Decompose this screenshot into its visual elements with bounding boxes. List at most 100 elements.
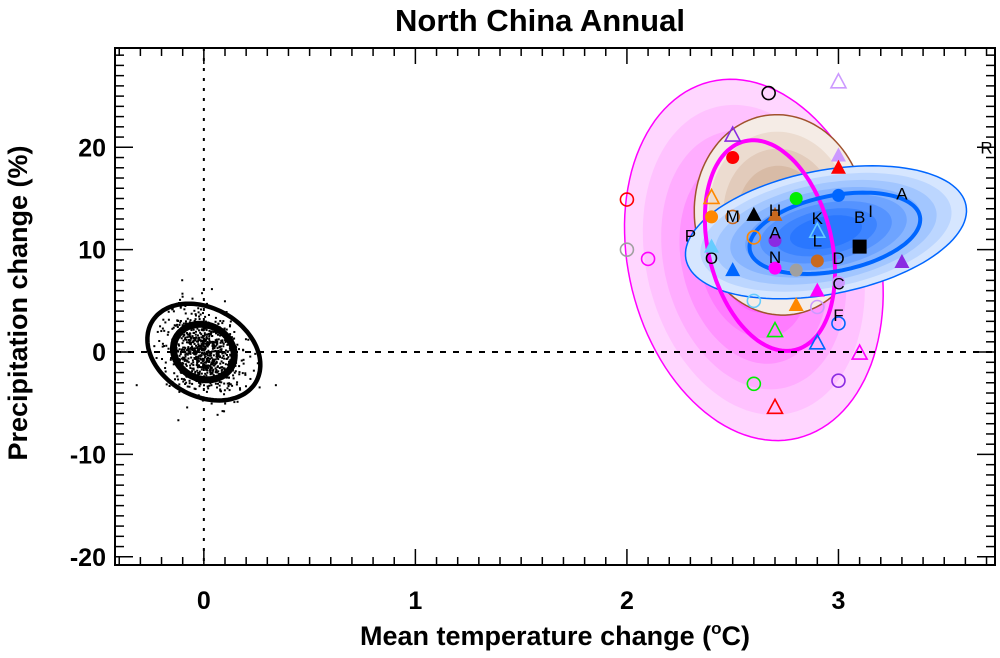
control-scatter-point <box>193 352 196 355</box>
control-scatter-point <box>242 358 245 361</box>
control-scatter-point <box>180 357 183 360</box>
control-scatter-point <box>256 362 259 365</box>
model-marker-circle <box>810 254 824 268</box>
control-scatter-point <box>242 362 245 365</box>
control-scatter-point <box>190 362 193 365</box>
control-scatter-point <box>208 333 211 336</box>
control-scatter-point <box>212 345 215 348</box>
control-scatter-point <box>200 366 203 369</box>
control-scatter-point <box>198 366 201 369</box>
control-scatter-point <box>190 345 193 348</box>
control-scatter-point <box>207 351 210 354</box>
control-scatter-point <box>158 339 161 342</box>
x-axis-label-degree: o <box>711 619 721 638</box>
control-scatter-point <box>213 360 216 363</box>
control-scatter-point <box>209 368 212 371</box>
control-scatter-point <box>212 340 215 343</box>
control-scatter-point <box>198 373 201 376</box>
control-scatter-point <box>233 337 236 340</box>
control-scatter-point <box>204 347 207 350</box>
model-letter-label: K <box>812 209 824 228</box>
control-scatter-point <box>199 331 202 334</box>
model-letter-label: I <box>868 202 873 221</box>
control-scatter-point <box>155 357 158 360</box>
control-scatter-point <box>184 353 187 356</box>
y-tick-label: 20 <box>78 134 106 162</box>
control-scatter-point <box>177 419 180 422</box>
model-marker-triangle <box>894 253 910 268</box>
model-letter-label: C <box>832 274 844 293</box>
blue-inner-contour <box>747 190 923 277</box>
control-scatter-point <box>167 331 170 334</box>
control-scatter-point <box>201 357 204 360</box>
chart-title: North China Annual <box>395 3 685 38</box>
control-scatter-point <box>205 328 208 331</box>
model-marker-circle <box>640 251 656 267</box>
control-scatter-point <box>238 387 241 390</box>
control-scatter-point <box>184 338 187 341</box>
control-scatter-point <box>210 330 213 333</box>
control-scatter-point <box>174 378 177 381</box>
control-scatter-point <box>206 366 209 369</box>
control-scatter-point <box>164 367 167 370</box>
model-letter-label: O <box>705 249 718 268</box>
control-scatter-point <box>193 343 196 346</box>
control-scatter-point <box>225 354 228 357</box>
control-scatter-point <box>222 354 225 357</box>
control-scatter-point <box>208 364 211 367</box>
control-scatter-point <box>215 351 218 354</box>
control-scatter-point <box>171 327 174 330</box>
control-scatter-point <box>183 308 186 311</box>
control-scatter-point <box>205 360 208 363</box>
model-letter-label: F <box>833 306 843 325</box>
y-axis-label: Precipitation change (%) <box>3 145 33 460</box>
control-scatter-point <box>274 384 277 387</box>
control-scatter-point <box>207 313 210 316</box>
control-scatter-point <box>190 337 193 340</box>
model-marker-circle <box>746 293 762 309</box>
control-scatter-point <box>188 335 191 338</box>
control-scatter-point <box>164 370 167 373</box>
control-scatter-point <box>189 332 192 335</box>
control-scatter-point <box>207 387 210 390</box>
control-scatter-point <box>169 358 172 361</box>
control-scatter-point <box>219 345 222 348</box>
control-scatter-point <box>221 368 224 371</box>
control-scatter-point <box>192 341 195 344</box>
control-scatter-point <box>161 327 164 330</box>
y-tick-label: 10 <box>78 237 106 265</box>
control-scatter-point <box>195 363 198 366</box>
control-scatter-point <box>183 346 186 349</box>
control-scatter-point <box>176 349 179 352</box>
control-scatter-point <box>205 333 208 336</box>
control-scatter-point <box>197 307 200 310</box>
control-scatter-point <box>182 322 185 325</box>
control-scatter-point <box>205 390 208 393</box>
control-scatter-point <box>182 339 185 342</box>
model-letter-label: B <box>854 208 865 227</box>
control-scatter-point <box>185 332 188 335</box>
control-scatter-point <box>224 352 227 355</box>
control-scatter-point <box>195 344 198 347</box>
control-scatter-point <box>215 338 218 341</box>
control-scatter-point <box>206 352 209 355</box>
control-scatter-point <box>165 383 168 386</box>
control-scatter-point <box>199 308 202 311</box>
control-scatter-point <box>220 381 223 384</box>
control-scatter-point <box>187 339 190 342</box>
control-scatter-point <box>190 356 193 359</box>
control-scatter-point <box>203 384 206 387</box>
control-scatter-point <box>211 371 214 374</box>
control-scatter-point <box>186 406 189 409</box>
control-scatter-point <box>187 346 190 349</box>
control-scatter-point <box>206 360 209 363</box>
control-scatter-point <box>188 379 191 382</box>
control-scatter-point <box>208 334 211 337</box>
model-marker-circle <box>619 242 635 257</box>
control-scatter-point <box>200 372 203 375</box>
control-scatter-point <box>219 388 222 391</box>
model-marker-circle <box>810 299 825 315</box>
control-scatter-point <box>221 352 224 355</box>
control-scatter-point <box>207 332 210 335</box>
control-scatter-point <box>186 353 189 356</box>
